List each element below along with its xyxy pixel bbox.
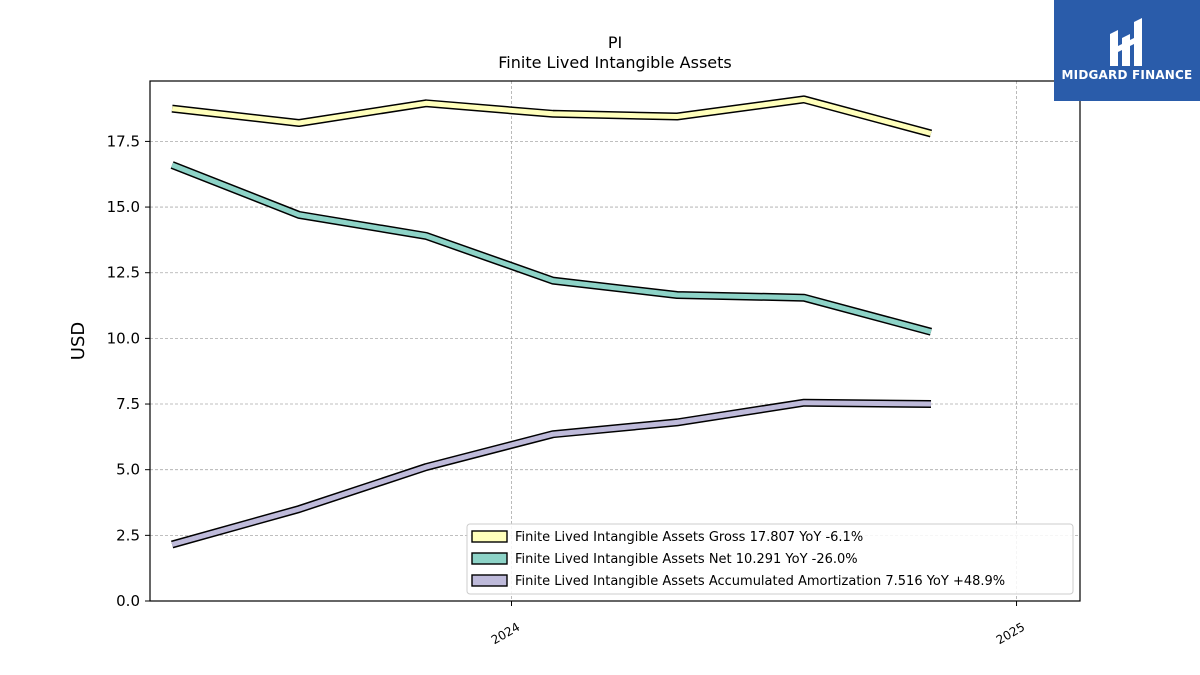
- series-outline-2: [171, 398, 932, 549]
- legend-box: [466, 523, 1074, 595]
- brand-logo: MIDGARD FINANCE: [1054, 0, 1200, 101]
- x-tick-label: 2024: [489, 620, 522, 647]
- series-line-2: [171, 400, 932, 547]
- y-tick-label: 7.5: [116, 395, 140, 413]
- y-tick-label: 0.0: [116, 592, 140, 610]
- series-lines: [170, 95, 933, 549]
- legend-swatch-1: [471, 552, 508, 565]
- series-outline-1: [170, 161, 933, 336]
- chart-subtitle: Finite Lived Intangible Assets: [498, 53, 731, 72]
- legend-entry-2: Finite Lived Intangible Assets Accumulat…: [515, 574, 1005, 589]
- y-tick-label: 5.0: [116, 461, 140, 479]
- plot-frame: [149, 80, 1081, 602]
- y-tick-label: 15.0: [107, 198, 140, 216]
- x-tick-label: 2025: [994, 620, 1027, 647]
- y-tick-label: 12.5: [107, 264, 140, 282]
- legend: Finite Lived Intangible Assets Gross 17.…: [466, 523, 1074, 595]
- series-line-0: [171, 96, 932, 136]
- y-tick-label: 2.5: [116, 526, 140, 544]
- axes: 0.0 2.5 5.0 7.5 10.0 12.5 15.0 17.5 2024 2025: [107, 132, 1028, 647]
- legend-entry-1: Finite Lived Intangible Assets Net 10.29…: [515, 552, 858, 567]
- y-tick-label: 17.5: [107, 132, 140, 150]
- brand-name: MIDGARD FINANCE: [1061, 68, 1193, 82]
- chart-title: PI: [608, 33, 622, 52]
- y-tick-label: 10.0: [107, 329, 140, 347]
- series-line-1: [171, 162, 932, 335]
- midgard-logo-icon: [1110, 18, 1142, 66]
- legend-swatch-2: [471, 574, 508, 587]
- y-axis-label: USD: [68, 322, 89, 360]
- legend-entry-0: Finite Lived Intangible Assets Gross 17.…: [515, 530, 863, 545]
- grid: [150, 81, 1080, 601]
- legend-swatch-0: [471, 530, 508, 543]
